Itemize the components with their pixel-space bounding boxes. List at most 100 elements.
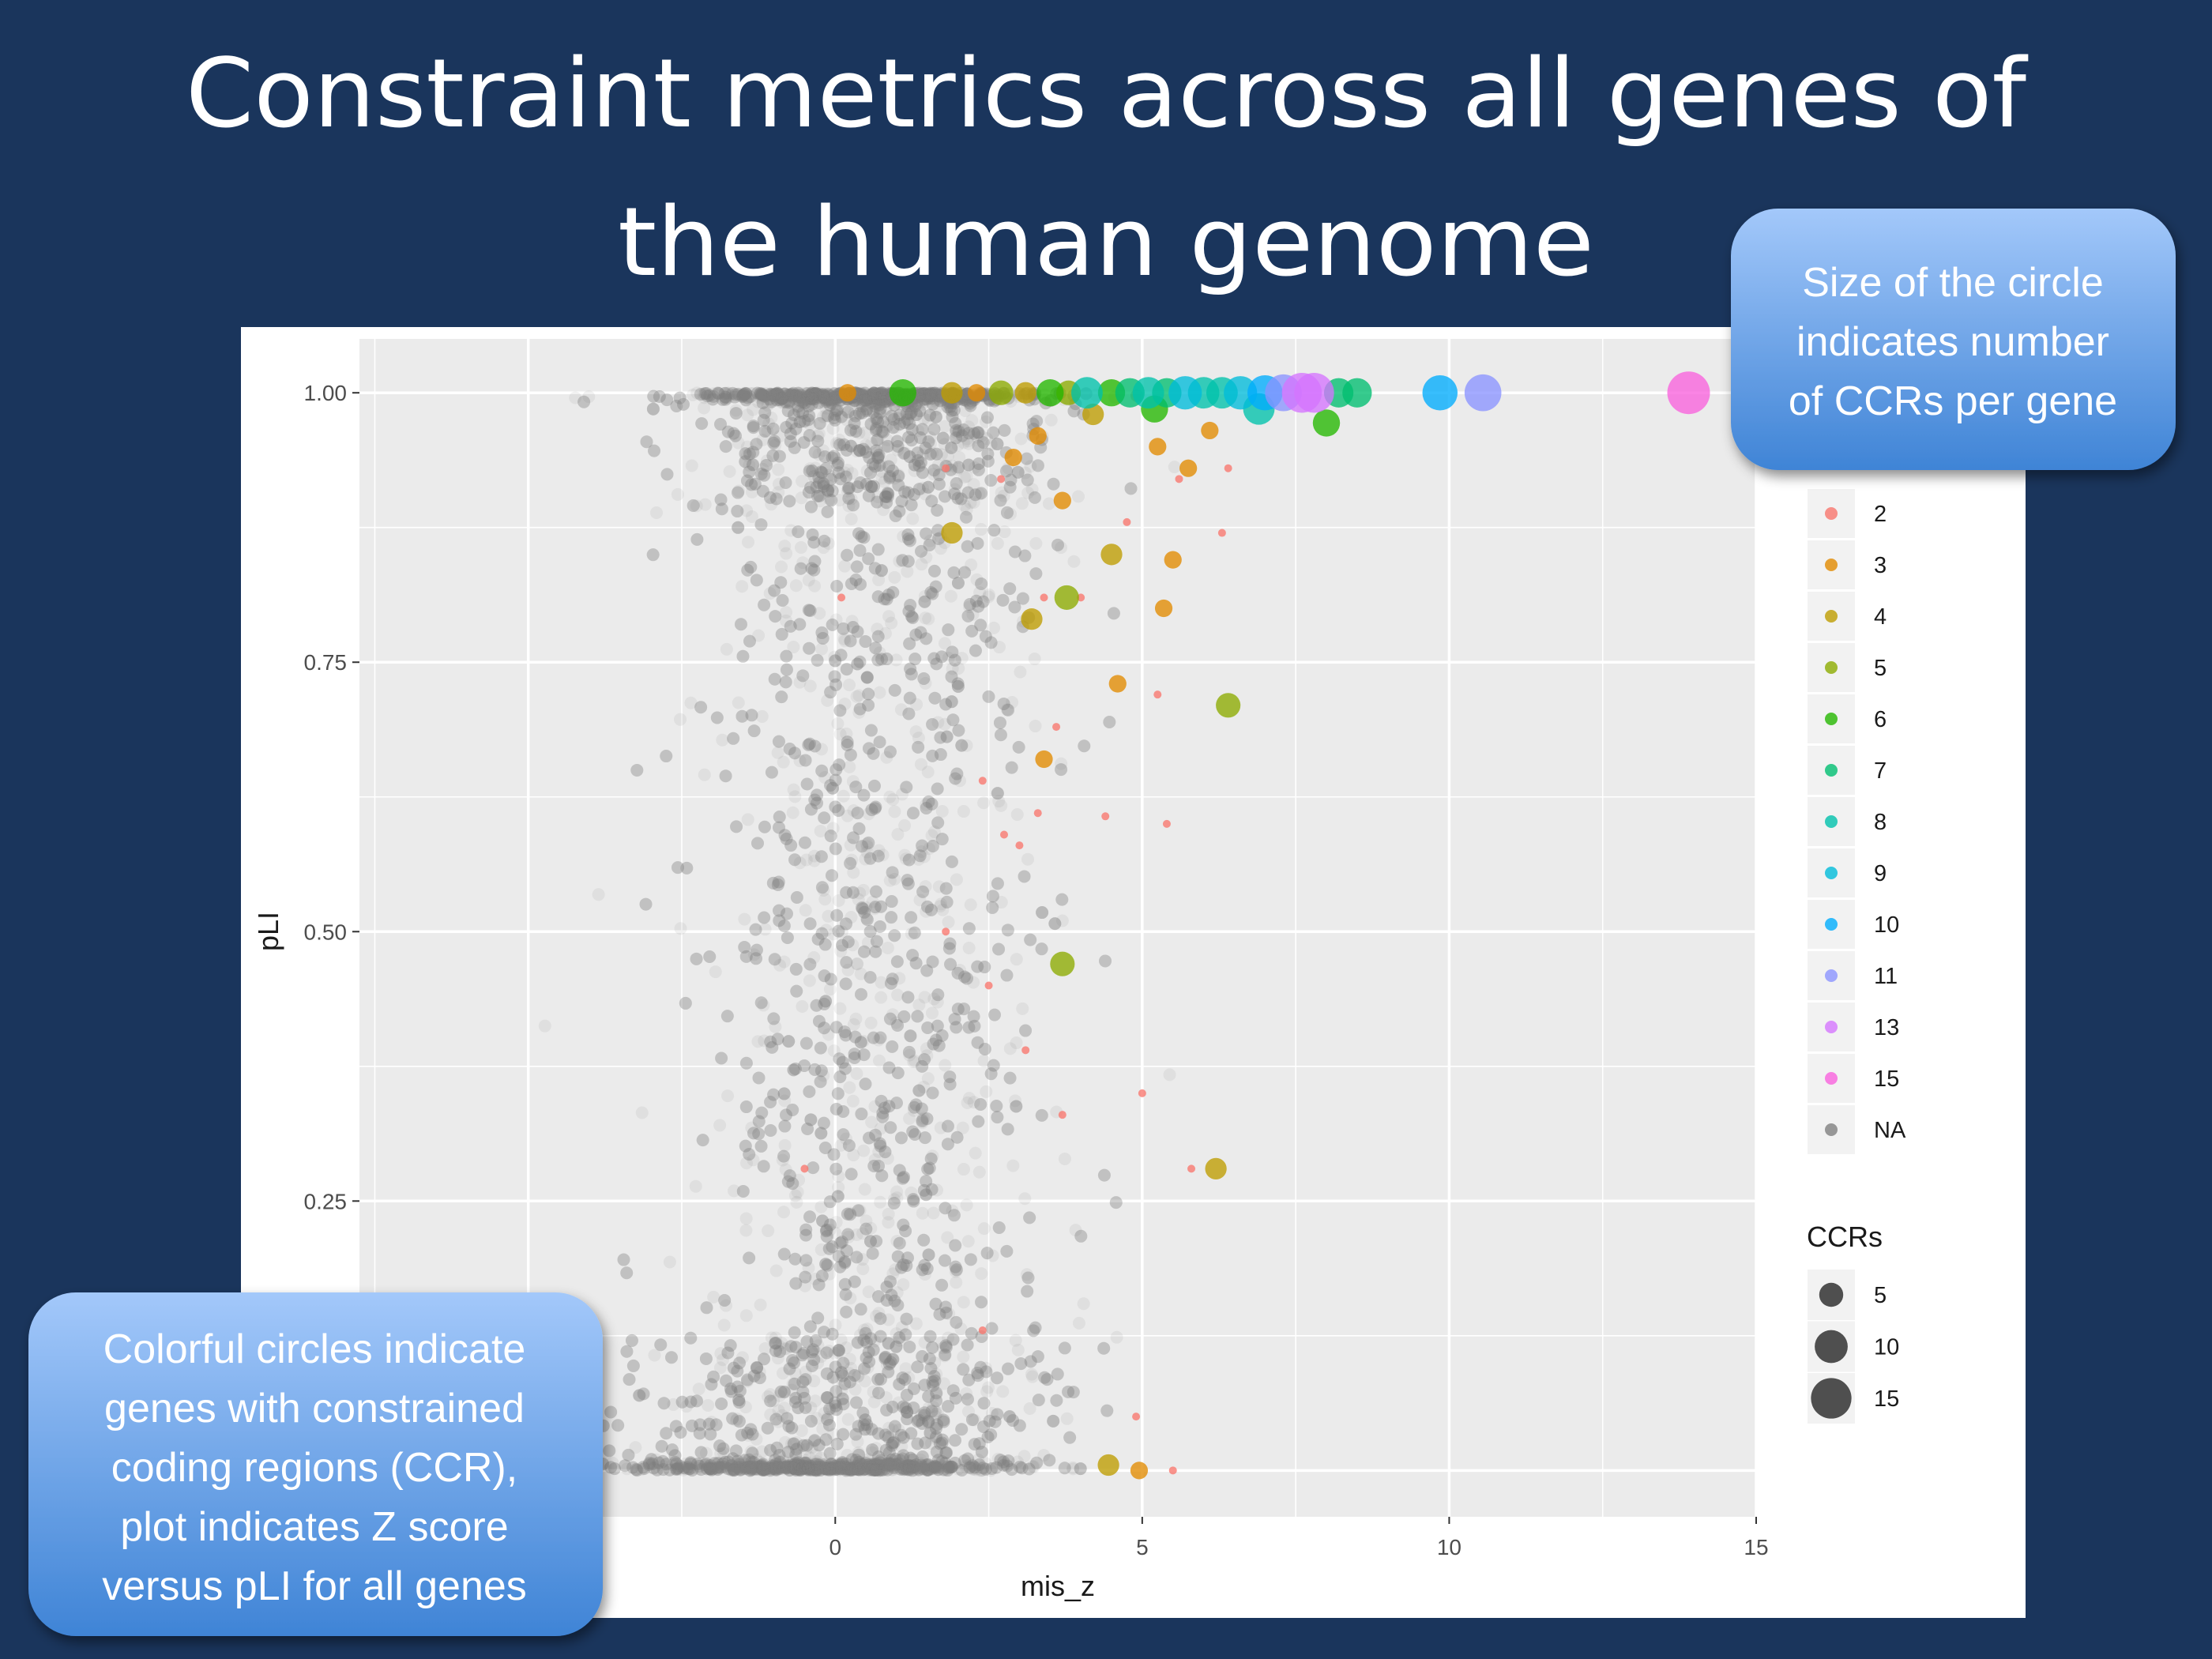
gene-point-na (892, 1423, 905, 1436)
gene-point-na (1066, 1462, 1080, 1476)
gene-point-na (931, 995, 944, 1009)
gene-point-na (877, 390, 890, 404)
gene-point-na (964, 1458, 977, 1471)
gene-point-na (807, 854, 821, 867)
gene-point-na (742, 536, 755, 549)
gene-point-na (817, 1069, 830, 1082)
gene-point-na (825, 1461, 838, 1474)
gene-point-na (967, 1462, 980, 1476)
gene-point-na (834, 944, 848, 957)
gene-point-na (856, 1262, 870, 1276)
gene-point-na (753, 1461, 766, 1474)
gene-point-na (930, 1407, 943, 1420)
gene-point-na (888, 872, 901, 886)
gene-point-na (950, 1276, 963, 1289)
gene-point-na (935, 804, 949, 818)
gene-point-na (865, 1446, 878, 1459)
gene-point-na (780, 1342, 793, 1356)
gene-point-na (995, 896, 1008, 909)
gene-point-na (799, 1456, 813, 1469)
gene-point-na (921, 766, 935, 779)
gene-point-na (929, 403, 942, 416)
gene-point-na (772, 1339, 785, 1352)
gene-point-na (916, 1206, 929, 1220)
gene-point-na (960, 1386, 973, 1400)
gene-point-na (1067, 555, 1081, 568)
gene-point-na (799, 389, 812, 403)
gene-point-na (817, 1462, 830, 1476)
gene-point-na (838, 559, 852, 573)
gene-point-na (819, 401, 833, 415)
gene-point-na (851, 1461, 864, 1474)
gene-point-na (975, 1464, 988, 1477)
gene-point-na (950, 873, 963, 886)
gene-point-na (927, 1462, 940, 1475)
gene-point-na (957, 1163, 970, 1176)
gene-point-na (792, 1441, 805, 1454)
gene-point-na (870, 412, 883, 426)
gene-point-na (858, 1458, 871, 1471)
gene-point-na (740, 504, 754, 517)
gene-point-na (910, 698, 924, 711)
gene-point-na (943, 402, 957, 416)
gene-point-na (855, 391, 868, 404)
gene-point-na (898, 446, 912, 460)
gene-point-na (932, 1457, 946, 1470)
gene-point-na (739, 1309, 753, 1322)
gene-point-na (888, 570, 901, 584)
gene-point-na (891, 988, 905, 1002)
gene-point-na (961, 1405, 975, 1418)
gene-point-na (758, 1457, 771, 1470)
gene-point-na (957, 1350, 970, 1364)
gene-point-na (925, 1006, 939, 1020)
gene-point-na (804, 1401, 818, 1414)
gene-point-na (926, 446, 939, 460)
gene-point-na (814, 388, 827, 401)
gene-point-na (948, 483, 961, 496)
gene-point-na (668, 1462, 682, 1476)
gene-point-na (832, 437, 845, 450)
gene-point-na (766, 1461, 780, 1474)
gene-point-na (1028, 653, 1041, 666)
gene-point-na (778, 1138, 792, 1152)
gene-point-na (972, 1165, 986, 1179)
gene-point-na (761, 424, 774, 438)
gene-point-na (977, 1222, 991, 1236)
gene-point-na (981, 1381, 995, 1394)
gene-point-na (958, 404, 972, 417)
gene-point-na (1021, 852, 1034, 866)
gene-point-na (926, 386, 939, 400)
gene-point-na (772, 389, 785, 403)
gene-point-na (1016, 1002, 1029, 1015)
gene-point-na (772, 463, 785, 476)
gene-point-na (739, 1224, 753, 1237)
gene-point-na (867, 392, 880, 405)
gene-point-na (938, 637, 951, 650)
gene-point-na (921, 1072, 935, 1085)
gene-point-na (892, 1396, 905, 1409)
gene-point-na (843, 679, 856, 692)
gene-point-na (1011, 1455, 1025, 1469)
gene-point-na (857, 389, 871, 403)
gene-point-na (771, 746, 784, 759)
gene-point-na (772, 1404, 785, 1417)
gene-point-na (856, 1253, 869, 1266)
gene-point-na (808, 579, 822, 592)
gene-point-na (778, 1342, 792, 1356)
gene-point-na (835, 1459, 848, 1473)
gene-point-na (1014, 432, 1028, 446)
gene-point-na (713, 1119, 727, 1132)
gene-point-na (877, 503, 890, 517)
gene-point-na (757, 999, 770, 1012)
gene-point-na (942, 651, 955, 664)
gene-point-na (699, 1446, 713, 1460)
gene-point-na (796, 1000, 809, 1014)
gene-point-na (857, 1323, 871, 1337)
gene-point-na (870, 446, 883, 460)
gene-point-na (822, 1462, 835, 1475)
gene-point-na (841, 809, 854, 822)
gene-point-na (738, 912, 751, 926)
gene-point-na (949, 426, 962, 439)
gene-point-na (811, 429, 825, 442)
